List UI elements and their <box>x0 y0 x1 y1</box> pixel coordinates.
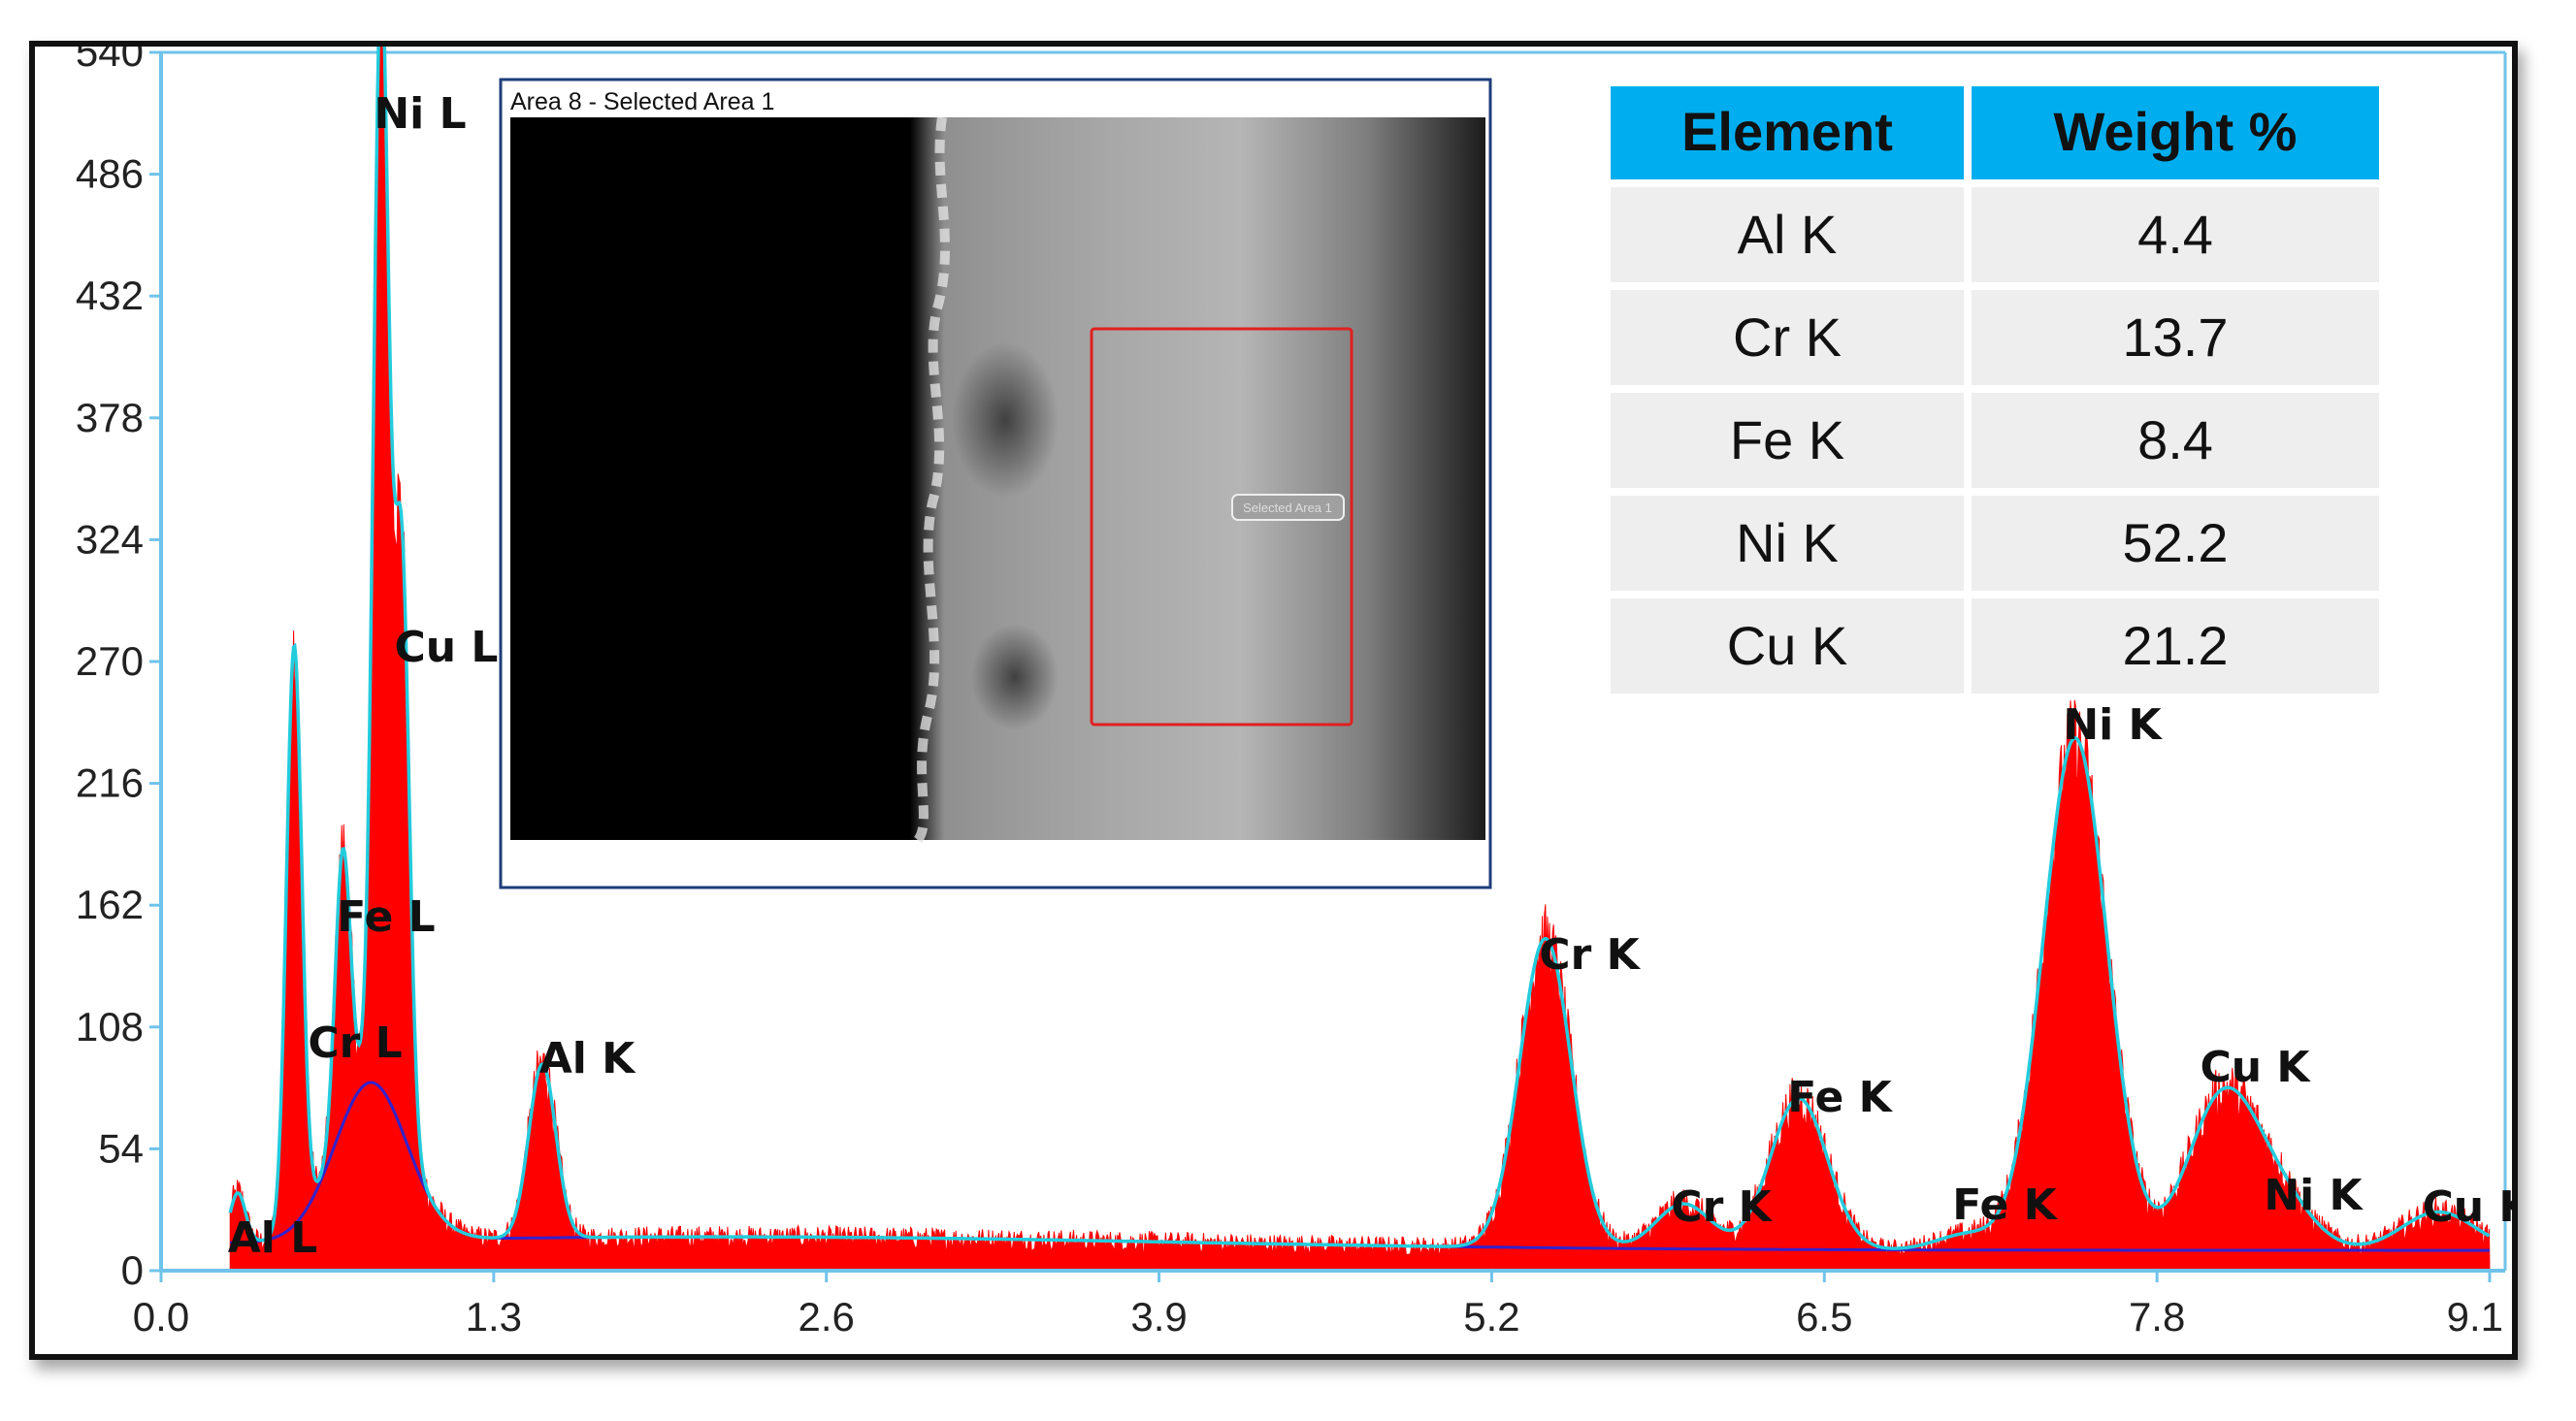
table-weight-value: 8.4 <box>2137 409 2213 470</box>
table-header-element: Element <box>1681 101 1893 162</box>
table-element-name: Fe K <box>1730 409 1844 470</box>
x-tick-label: 7.8 <box>2129 1294 2185 1340</box>
peak-label: Ni L <box>374 89 466 139</box>
figure-frame: 0 54 108 162 216 270 324 378 432 486 540 0.0 1.3 2.6… <box>29 41 2518 1360</box>
table-cell <box>1611 187 1964 282</box>
table-cell <box>1611 290 1964 385</box>
spectrum-series <box>228 47 2491 1272</box>
table-weight-value: 4.4 <box>2137 204 2213 265</box>
peak-label: Fe K <box>1787 1073 1893 1122</box>
table-cell <box>1972 598 2379 694</box>
peak-label: Cu K <box>2200 1043 2311 1092</box>
peak-label: Cr K <box>1671 1182 1773 1232</box>
table-cell <box>1972 496 2379 591</box>
x-tick-label: 9.1 <box>2447 1294 2503 1340</box>
table-cell <box>1611 496 1964 591</box>
y-tick-label: 216 <box>76 760 144 806</box>
x-tick-label: 0.0 <box>133 1294 189 1340</box>
y-tick-label: 54 <box>98 1125 144 1171</box>
y-tick-label: 432 <box>76 273 144 318</box>
table-cell <box>1972 290 2379 385</box>
x-tick-label: 3.9 <box>1130 1294 1187 1340</box>
y-tick-label: 162 <box>76 882 144 927</box>
y-tick-label: 0 <box>121 1247 144 1293</box>
table-header-cell <box>1611 86 1964 179</box>
y-tick-label: 108 <box>76 1004 144 1050</box>
y-tick-label: 378 <box>76 395 144 440</box>
sem-edge-texture <box>913 116 950 844</box>
table-header-weight: Weight % <box>2054 101 2298 162</box>
peak-label: Al L <box>228 1213 318 1263</box>
peak-labels: Al L Cr L Fe L Ni L Cu L Al K Cr K Cr K Fe K Fe K… <box>228 89 2512 1263</box>
selected-area-label: Selected Area 1 <box>1243 501 1332 515</box>
x-tick-label: 1.3 <box>466 1294 522 1340</box>
peak-fit-line <box>228 47 2491 1250</box>
selected-area-tag <box>1231 494 1345 521</box>
x-tick-label: 5.2 <box>1463 1294 1519 1340</box>
peak-label: Al K <box>539 1034 636 1083</box>
table-cell <box>1611 598 1964 694</box>
table-header-cell <box>1972 86 2379 179</box>
y-tick-label: 486 <box>76 151 144 197</box>
table-cell <box>1611 393 1964 488</box>
selected-area-box[interactable] <box>1090 327 1353 727</box>
table-element-name: Al K <box>1738 204 1838 265</box>
table-weight-value: 52.2 <box>2123 512 2229 573</box>
table-element-name: Ni K <box>1736 512 1839 573</box>
weight-table: Element Weight % Al K 4.4 Cr K 13.7 Fe K 8.4 Ni … <box>1611 86 2379 694</box>
y-tick-label: 270 <box>76 638 144 684</box>
eds-spectrum-chart: 0 54 108 162 216 270 324 378 432 486 540 0.0 1.3 2.6… <box>76 47 2512 1340</box>
x-tick-label: 6.5 <box>1796 1294 1852 1340</box>
sem-dark-spot <box>971 624 1059 730</box>
peak-label: Ni K <box>2264 1171 2364 1220</box>
peak-label: Cr K <box>1539 930 1641 980</box>
y-axis-ticks: 0 54 108 162 216 270 324 378 432 486 540 <box>76 47 161 1293</box>
y-tick-label: 540 <box>76 47 144 75</box>
inset-title: Area 8 - Selected Area 1 <box>510 88 774 115</box>
table-cell <box>1972 393 2379 488</box>
table-element-name: Cu K <box>1727 615 1848 676</box>
peak-label: Cr L <box>308 1018 402 1068</box>
table-weight-value: 21.2 <box>2123 615 2229 676</box>
sem-dark-spot <box>952 342 1059 498</box>
table-element-name: Cr K <box>1733 307 1842 368</box>
peak-label: Ni K <box>2063 700 2163 750</box>
table-cell <box>1972 187 2379 282</box>
x-tick-label: 2.6 <box>799 1294 855 1340</box>
sem-inset: Area 8 - Selected Area 1 Selected Area 1 <box>499 78 1492 889</box>
x-axis-ticks: 0.0 1.3 2.6 3.9 5.2 6.5 7.8 9.1 <box>133 1271 2503 1340</box>
table-weight-value: 13.7 <box>2123 307 2229 368</box>
peak-label: Cu L <box>395 623 499 672</box>
y-tick-label: 324 <box>76 516 144 562</box>
peak-label: Fe K <box>1952 1180 2058 1230</box>
peak-label: Cu K <box>2422 1182 2512 1232</box>
peak-label: Fe L <box>337 892 435 942</box>
